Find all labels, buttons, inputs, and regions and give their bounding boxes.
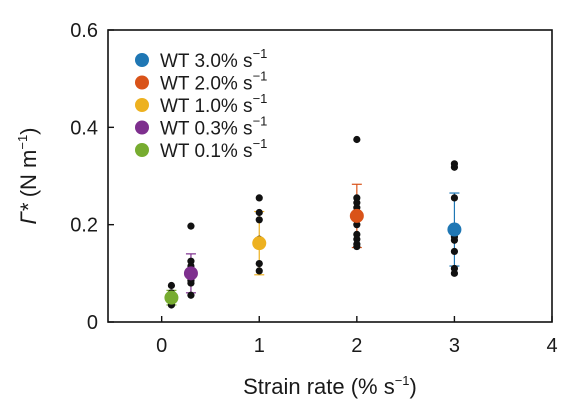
- mean-marker: [183, 266, 198, 281]
- raw-data-point: [187, 222, 195, 230]
- legend-marker: [135, 75, 149, 90]
- raw-data-point: [353, 242, 361, 251]
- raw-data-point: [255, 260, 263, 268]
- y-tick-label: 0.6: [70, 20, 98, 42]
- raw-data-point: [187, 291, 195, 299]
- legend-label: WT 0.1% s−1: [160, 136, 267, 162]
- raw-data-point: [353, 135, 361, 144]
- raw-data-point: [187, 279, 195, 287]
- plot-area: [164, 135, 462, 309]
- legend-marker: [135, 143, 149, 157]
- legend-label: WT 3.0% s−1: [160, 46, 267, 72]
- x-tick-label: 2: [351, 335, 362, 357]
- legend-label: WT 0.3% s−1: [160, 114, 267, 140]
- x-tick-label: 4: [546, 335, 557, 357]
- plot-frame: [107, 29, 553, 323]
- mean-marker: [164, 290, 179, 305]
- y-tick-label: 0.4: [70, 117, 98, 139]
- legend-marker: [135, 53, 149, 67]
- x-tick-label: 3: [449, 335, 460, 357]
- axes: 0 1 2 3 4 0 0.2 0.4 0.6 Strain rate (% s−1) Γ* (N …: [15, 20, 558, 399]
- legend-label: WT 2.0% s−1: [160, 69, 267, 95]
- legend-marker: [135, 120, 149, 135]
- raw-data-point: [450, 247, 459, 256]
- raw-data-point: [255, 194, 263, 202]
- raw-data-point: [353, 221, 361, 229]
- legend-label: WT 1.0% s−1: [160, 91, 267, 117]
- x-tick-label: 0: [156, 335, 167, 357]
- x-tick-label: 1: [254, 335, 265, 357]
- y-axis-label: Γ* (N m−1): [15, 127, 41, 224]
- legend-marker: [135, 98, 149, 112]
- legend: WT 3.0% s−1WT 2.0% s−1WT 1.0% s−1WT 0.3%…: [135, 46, 267, 162]
- raw-data-point: [255, 208, 263, 217]
- raw-data-point: [255, 216, 263, 224]
- y-tick-label: 0.2: [70, 215, 98, 237]
- mean-marker: [252, 236, 267, 251]
- raw-data-point: [450, 269, 459, 277]
- x-axis-label: Strain rate (% s−1): [243, 373, 417, 399]
- mean-marker: [349, 208, 364, 223]
- raw-data-point: [167, 281, 176, 290]
- raw-data-point: [450, 194, 459, 202]
- raw-data-point: [450, 163, 459, 171]
- y-tick-label: 0: [87, 312, 98, 334]
- mean-marker: [447, 222, 462, 237]
- raw-data-point: [255, 267, 263, 275]
- raw-data-point: [450, 236, 459, 244]
